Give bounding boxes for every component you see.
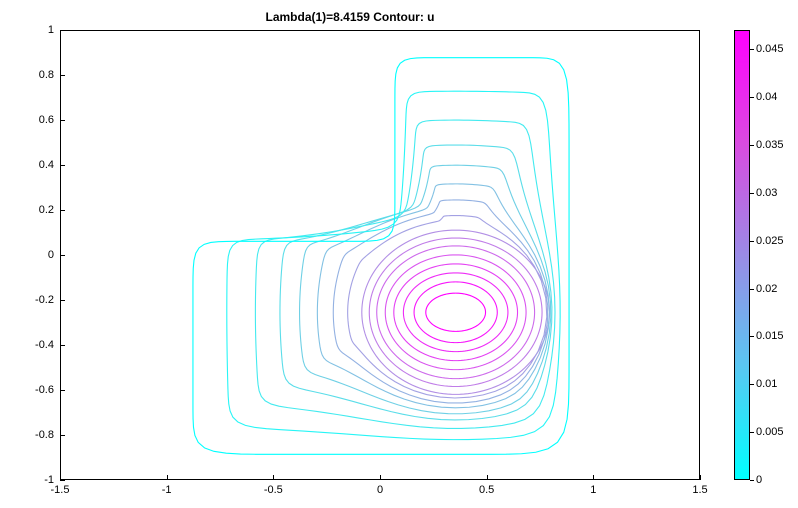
contour-line bbox=[369, 238, 542, 387]
ytick-label: -0.4 bbox=[26, 339, 54, 351]
ytick-mark bbox=[60, 210, 65, 211]
plot-title: Lambda(1)=8.4159 Contour: u bbox=[0, 10, 700, 24]
xtick-label: 1.5 bbox=[692, 484, 707, 496]
contour-line bbox=[377, 246, 535, 379]
contour-line bbox=[403, 273, 508, 352]
colorbar-tick-label: 0 bbox=[756, 474, 762, 486]
ytick-label: 0.8 bbox=[26, 69, 54, 81]
contour-line bbox=[255, 120, 555, 428]
ytick-mark bbox=[60, 435, 65, 436]
colorbar-tick-label: 0.015 bbox=[756, 330, 784, 342]
ytick-label: 0.6 bbox=[26, 114, 54, 126]
ytick-mark bbox=[60, 390, 65, 391]
colorbar-tick-label: 0.03 bbox=[756, 187, 777, 199]
colorbar-tick-label: 0.04 bbox=[756, 91, 777, 103]
ytick-mark bbox=[60, 30, 65, 31]
ytick-label: -0.2 bbox=[26, 294, 54, 306]
ytick-mark bbox=[60, 75, 65, 76]
contour-line bbox=[385, 255, 526, 370]
ytick-mark bbox=[60, 345, 65, 346]
xtick-mark bbox=[167, 475, 168, 480]
colorbar-tick-mark bbox=[750, 49, 754, 50]
xtick-label: 0.5 bbox=[479, 484, 494, 496]
figure: Lambda(1)=8.4159 Contour: u -1.5-1-0.500… bbox=[0, 0, 798, 508]
xtick-label: -0.5 bbox=[264, 484, 283, 496]
xtick-label: 1 bbox=[590, 484, 596, 496]
contour-line bbox=[426, 293, 486, 331]
ytick-label: 0.2 bbox=[26, 204, 54, 216]
contour-line bbox=[317, 184, 549, 408]
colorbar-tick-mark bbox=[750, 384, 754, 385]
colorbar-tick-mark bbox=[750, 289, 754, 290]
ytick-mark bbox=[60, 165, 65, 166]
colorbar-tick-mark bbox=[750, 480, 754, 481]
colorbar bbox=[734, 30, 750, 480]
xtick-mark bbox=[380, 475, 381, 480]
colorbar-tick-label: 0.02 bbox=[756, 283, 777, 295]
xtick-mark bbox=[593, 475, 594, 480]
ytick-mark bbox=[60, 300, 65, 301]
colorbar-tick-label: 0.01 bbox=[756, 378, 777, 390]
xtick-label: 0 bbox=[377, 484, 383, 496]
contour-line bbox=[394, 264, 518, 361]
xtick-mark bbox=[273, 475, 274, 480]
ytick-mark bbox=[60, 480, 65, 481]
colorbar-tick-label: 0.035 bbox=[756, 139, 784, 151]
colorbar-tick-label: 0.005 bbox=[756, 426, 784, 438]
colorbar-tick-label: 0.025 bbox=[756, 235, 784, 247]
ytick-mark bbox=[60, 120, 65, 121]
xtick-label: -1 bbox=[162, 484, 172, 496]
ytick-label: 1 bbox=[26, 24, 54, 36]
ytick-label: -1 bbox=[26, 474, 54, 486]
ytick-label: 0.4 bbox=[26, 159, 54, 171]
ytick-label: 0 bbox=[26, 249, 54, 261]
xtick-mark bbox=[700, 475, 701, 480]
colorbar-tick-label: 0.045 bbox=[756, 43, 784, 55]
contour-line bbox=[414, 282, 497, 343]
colorbar-tick-mark bbox=[750, 432, 754, 433]
colorbar-tick-mark bbox=[750, 145, 754, 146]
contour-plot bbox=[61, 31, 701, 481]
colorbar-tick-mark bbox=[750, 193, 754, 194]
axes-area bbox=[60, 30, 700, 480]
ytick-label: -0.6 bbox=[26, 384, 54, 396]
colorbar-tick-mark bbox=[750, 336, 754, 337]
contour-line bbox=[300, 165, 551, 414]
colorbar-tick-mark bbox=[750, 241, 754, 242]
xtick-mark bbox=[487, 475, 488, 480]
colorbar-tick-mark bbox=[750, 97, 754, 98]
ytick-mark bbox=[60, 255, 65, 256]
ytick-label: -0.8 bbox=[26, 429, 54, 441]
